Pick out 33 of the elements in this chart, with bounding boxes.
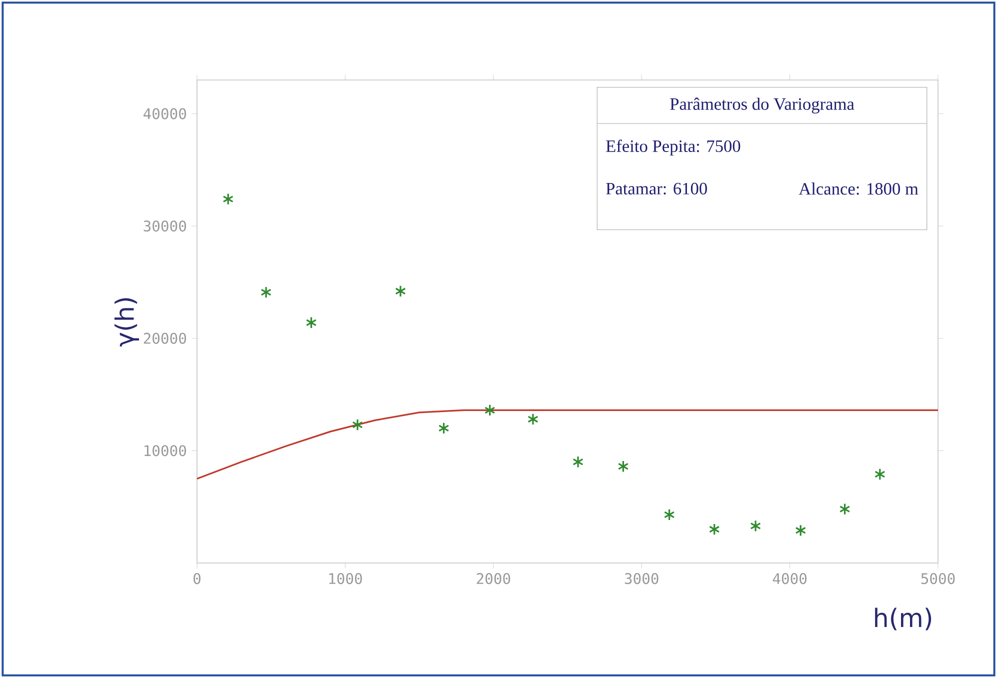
- annotation: Alcance: 1800 m: [798, 182, 918, 195]
- x-tick-label: 1000: [329, 573, 362, 584]
- x-tick-label: 0: [194, 573, 200, 584]
- point: [306, 316, 317, 329]
- line-series: [196, 409, 939, 480]
- point: [618, 460, 629, 473]
- x-tick-label: 5000: [921, 573, 955, 584]
- point: [222, 192, 234, 206]
- y-tick-label: 30000: [144, 220, 186, 232]
- point: [484, 404, 496, 416]
- point: [839, 502, 850, 516]
- point: [395, 285, 406, 298]
- point: [874, 468, 886, 480]
- x-tick-label: 2000: [476, 573, 510, 584]
- point: [708, 523, 720, 536]
- y-tick-label: 20000: [144, 332, 186, 344]
- y-tick-label: 40000: [144, 108, 186, 120]
- y-tick-label: 10000: [144, 445, 186, 456]
- point: [750, 520, 761, 532]
- point: [438, 422, 450, 434]
- annotation: Efeito Pepita: 7500: [606, 140, 740, 156]
- annotation: Patamar: 6100: [606, 182, 707, 195]
- point: [528, 413, 538, 426]
- x-tick-label: 3000: [624, 573, 658, 584]
- point: [572, 456, 584, 468]
- x-axis-title: h(m): [875, 608, 932, 630]
- point: [664, 508, 675, 521]
- annotation: Parâmetros do Variograma: [670, 98, 854, 114]
- point: [352, 418, 363, 431]
- y-axis-title: γ(h): [114, 298, 139, 346]
- point: [260, 286, 272, 298]
- point: [795, 524, 806, 537]
- x-tick-label: 4000: [772, 573, 807, 584]
